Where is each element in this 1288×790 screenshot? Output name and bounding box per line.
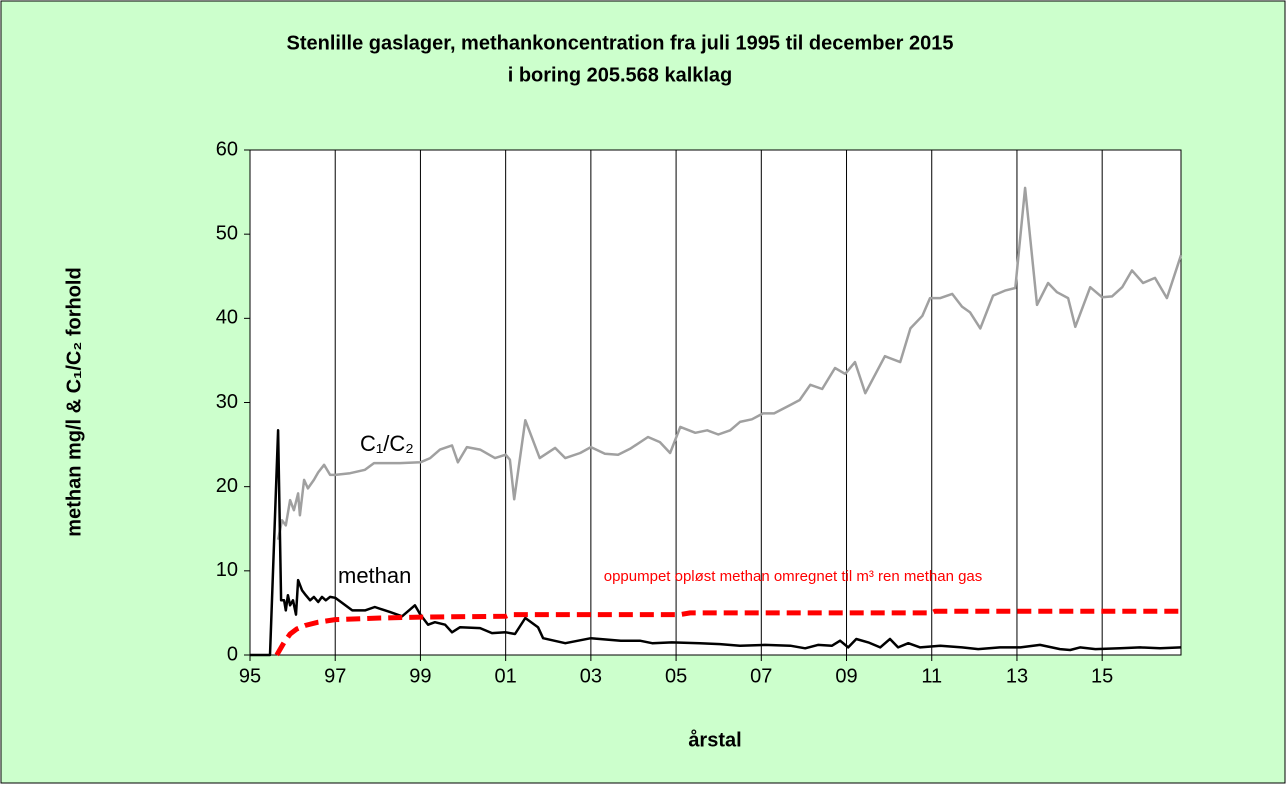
x-tick-label: 97 bbox=[324, 665, 346, 687]
y-axis-label: methan mg/l & C₁/C₂ forhold bbox=[63, 267, 85, 536]
y-tick-label: 30 bbox=[216, 391, 238, 413]
x-tick-label: 07 bbox=[750, 665, 772, 687]
x-tick-label: 05 bbox=[665, 665, 687, 687]
x-axis-label: årstal bbox=[688, 728, 741, 751]
data-line bbox=[274, 608, 1181, 657]
x-tick-label: 99 bbox=[409, 665, 431, 687]
x-tick-label: 11 bbox=[921, 665, 942, 687]
x-tick-label: 13 bbox=[1006, 665, 1028, 687]
y-tick-label: 50 bbox=[216, 222, 238, 244]
chart-title: i boring 205.568 kalklag bbox=[508, 64, 733, 86]
x-tick-label: 15 bbox=[1091, 665, 1113, 687]
plot-area bbox=[249, 149, 1182, 656]
data-line bbox=[250, 429, 1182, 657]
y-tick-label: 10 bbox=[216, 559, 238, 581]
x-tick-label: 95 bbox=[239, 665, 261, 687]
y-tick-label: 0 bbox=[227, 643, 238, 665]
x-tick-label: 03 bbox=[580, 665, 602, 687]
series-label: methan bbox=[338, 563, 411, 588]
y-tick-label: 20 bbox=[216, 475, 238, 497]
series-label: oppumpet opløst methan omregnet til m³ r… bbox=[604, 568, 983, 585]
y-tick-label: 60 bbox=[216, 138, 238, 160]
x-tick-label: 01 bbox=[495, 665, 517, 687]
data-line bbox=[276, 186, 1183, 540]
chart-title: Stenlille gaslager, methankoncentration … bbox=[287, 32, 954, 54]
y-tick-label: 40 bbox=[216, 307, 238, 329]
series-label: C₁/C₂ bbox=[360, 431, 414, 456]
x-tick-label: 09 bbox=[835, 665, 857, 687]
